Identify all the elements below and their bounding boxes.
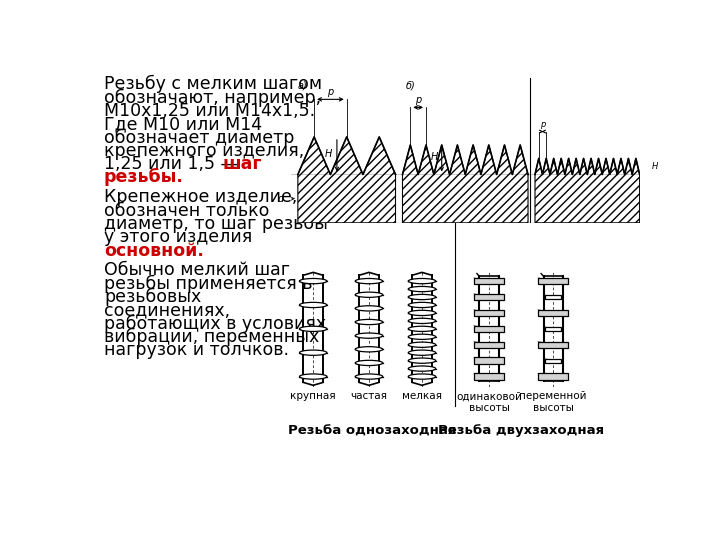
Text: обозначают, например,: обозначают, например, [104, 89, 321, 107]
Text: частая: частая [351, 391, 387, 401]
Text: основной.: основной. [104, 241, 204, 260]
Text: переменной
высоты: переменной высоты [519, 391, 587, 413]
Text: нагрузок и толчков.: нагрузок и толчков. [104, 341, 289, 359]
Text: резьбовых: резьбовых [104, 288, 201, 306]
Text: мелкая: мелкая [402, 391, 442, 401]
Text: 1,25 или 1,5 —: 1,25 или 1,5 — [104, 155, 243, 173]
Text: резьбы.: резьбы. [104, 168, 184, 186]
Text: Резьба однозаходная: Резьба однозаходная [287, 424, 456, 437]
Text: обозначен только: обозначен только [104, 201, 269, 220]
Text: крепежного изделия, а: крепежного изделия, а [104, 141, 320, 160]
Text: резьбы применяется в: резьбы применяется в [104, 275, 312, 293]
Text: крупная: крупная [290, 391, 336, 401]
Text: Резьбу с мелким шагом: Резьбу с мелким шагом [104, 75, 322, 93]
Text: диаметр, то шаг резьбы: диаметр, то шаг резьбы [104, 215, 328, 233]
Text: обозначает диаметр: обозначает диаметр [104, 129, 294, 147]
Text: М10х1,25 или М14х1,5.: М10х1,25 или М14х1,5. [104, 102, 315, 120]
Text: Где М10 или М14: Где М10 или М14 [104, 115, 262, 133]
Text: соединениях,: соединениях, [104, 301, 230, 319]
Text: одинаковой
высоты: одинаковой высоты [456, 391, 522, 413]
Text: Обычно мелкий шаг: Обычно мелкий шаг [104, 261, 290, 280]
Text: Крепежное изделие, где: Крепежное изделие, где [104, 188, 335, 206]
Text: у этого изделия: у этого изделия [104, 228, 252, 246]
Text: шаг: шаг [222, 155, 262, 173]
Text: вибрации, переменных: вибрации, переменных [104, 328, 319, 346]
Text: Резьба двухзаходная: Резьба двухзаходная [438, 424, 604, 437]
Text: работающих в условиях: работающих в условиях [104, 315, 326, 333]
